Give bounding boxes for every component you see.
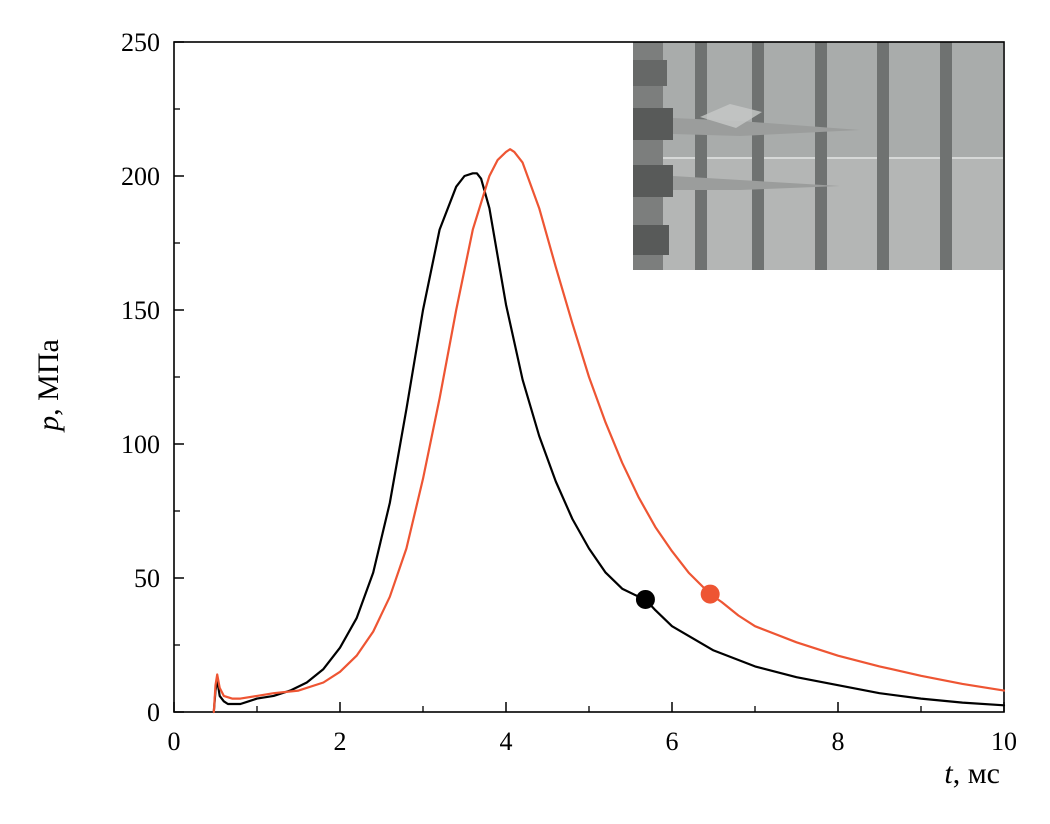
series-lines	[212, 148, 1006, 714]
x-tick-label: 4	[500, 727, 513, 756]
series-markers	[635, 584, 720, 609]
y-axis-label: p, МПа	[32, 339, 65, 433]
x-tick-label: 6	[666, 727, 679, 756]
inset-photo	[633, 42, 1003, 270]
y-tick-label: 250	[121, 28, 160, 57]
x-axis-label: t, мс	[944, 757, 1000, 790]
x-tick-label: 0	[168, 727, 181, 756]
y-tick-label: 200	[121, 162, 160, 191]
y-axis-unit: , МПа	[32, 339, 65, 416]
y-tick-label: 100	[121, 430, 160, 459]
series-line-2	[212, 148, 1006, 714]
x-tick-label: 2	[334, 727, 347, 756]
x-tick-labels: 0 2 4 6 8 10	[168, 727, 1018, 756]
y-tick-label: 150	[121, 296, 160, 325]
x-tick-label: 8	[832, 727, 845, 756]
y-axis-symbol: p	[32, 416, 65, 433]
series-marker-2	[700, 584, 720, 604]
x-tick-label: 10	[991, 727, 1017, 756]
y-tick-label: 0	[147, 698, 160, 727]
series-line-1	[212, 172, 1006, 714]
x-axis-unit: , мс	[953, 757, 1000, 790]
series-marker-1	[635, 589, 655, 609]
y-tick-labels: 0 50 100 150 200 250	[121, 28, 160, 727]
x-axis-symbol: t	[944, 757, 953, 790]
y-tick-label: 50	[134, 564, 160, 593]
axis-ticks	[173, 41, 1005, 713]
